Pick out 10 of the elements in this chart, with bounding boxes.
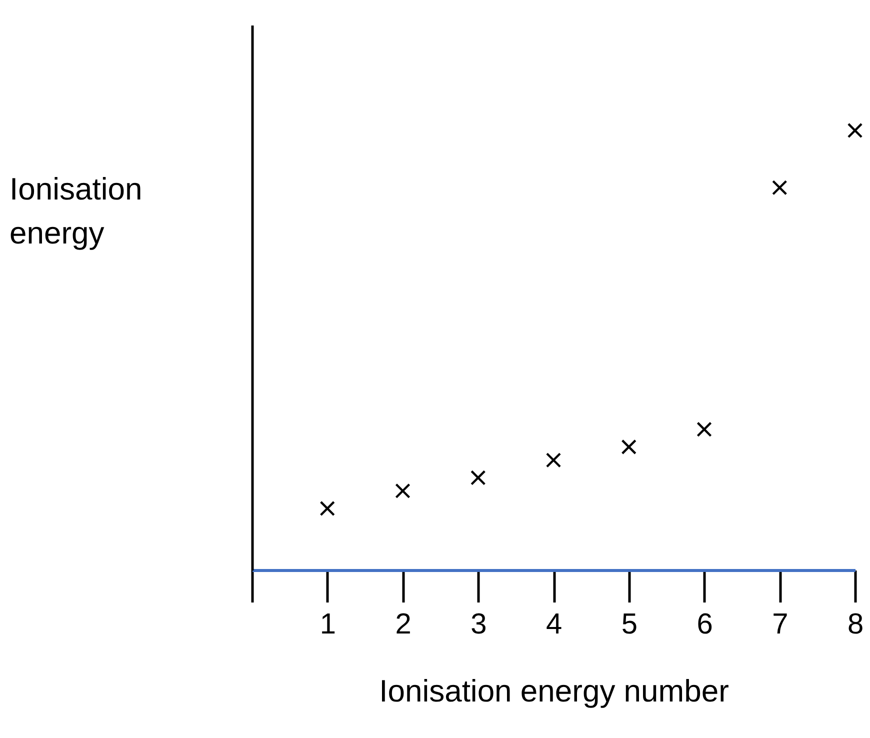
x-tick-label: 4 bbox=[546, 608, 562, 640]
x-tick-label: 2 bbox=[395, 608, 412, 640]
y-axis-title: Ionisation energy bbox=[10, 172, 142, 250]
x-tick-label: 6 bbox=[696, 608, 713, 640]
x-tick-label: 1 bbox=[320, 608, 336, 640]
x-tick-label: 5 bbox=[621, 608, 638, 640]
x-tick-label: 8 bbox=[847, 608, 864, 640]
x-axis-title: Ionisation energy number bbox=[379, 674, 729, 708]
x-tick-label: 7 bbox=[772, 608, 788, 640]
x-tick-label: 3 bbox=[470, 608, 487, 640]
